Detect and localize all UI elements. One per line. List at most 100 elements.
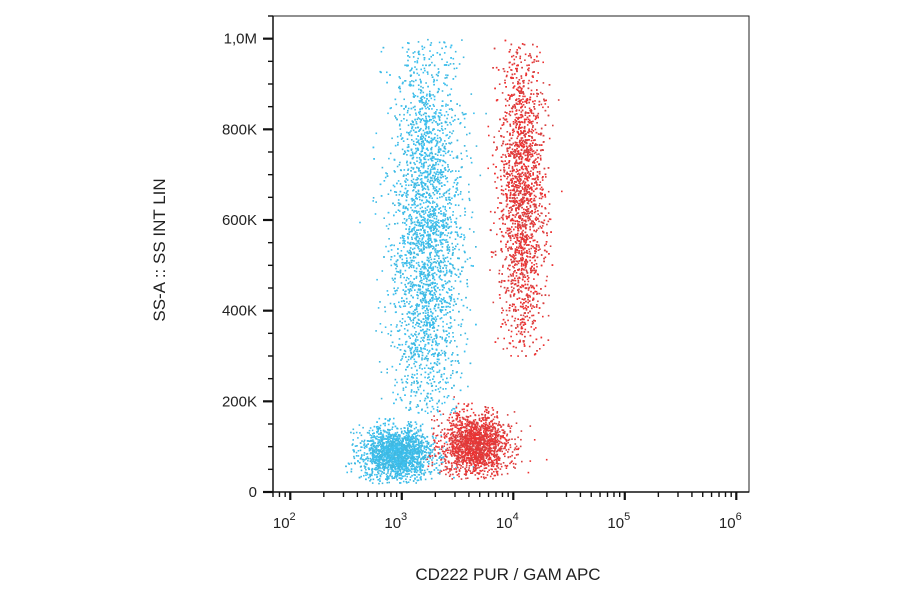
data-point	[438, 71, 440, 73]
data-point	[421, 144, 423, 147]
data-point	[436, 168, 439, 171]
data-point	[417, 469, 419, 472]
data-point	[431, 224, 434, 226]
data-point	[403, 463, 406, 465]
data-point	[445, 291, 448, 293]
data-point	[371, 472, 374, 474]
data-point	[426, 209, 428, 211]
data-point	[424, 315, 427, 317]
data-point	[371, 436, 374, 439]
data-point	[440, 270, 442, 273]
data-point	[422, 86, 424, 89]
data-point	[420, 452, 423, 455]
data-point	[387, 447, 389, 450]
data-point	[386, 462, 389, 464]
data-point	[426, 171, 429, 174]
data-point	[412, 234, 415, 236]
data-point	[427, 287, 429, 290]
data-point	[459, 176, 461, 178]
data-point	[403, 241, 405, 244]
data-point	[438, 159, 441, 161]
data-point	[350, 431, 352, 434]
data-point	[425, 301, 428, 304]
data-point	[418, 354, 420, 356]
data-point	[426, 234, 429, 237]
data-point	[398, 86, 400, 89]
data-point	[445, 143, 447, 145]
data-point	[441, 125, 443, 128]
data-point	[458, 293, 460, 295]
data-point	[427, 238, 429, 241]
data-point	[418, 364, 421, 367]
data-point	[403, 211, 406, 213]
data-point	[424, 175, 426, 178]
data-point	[453, 119, 456, 121]
data-point	[422, 91, 425, 94]
data-point	[413, 362, 415, 365]
data-point	[429, 140, 432, 142]
data-point	[410, 462, 413, 464]
data-point	[368, 432, 370, 434]
data-point	[429, 216, 431, 218]
data-point	[439, 207, 442, 209]
data-point	[420, 181, 422, 184]
data-point	[434, 261, 436, 263]
data-point	[423, 245, 425, 248]
data-point	[411, 462, 414, 465]
data-point	[425, 107, 427, 110]
data-point	[379, 427, 381, 430]
data-point	[444, 359, 447, 361]
data-point	[401, 318, 404, 320]
data-point	[421, 469, 424, 471]
data-point	[418, 270, 421, 273]
data-point	[375, 330, 377, 332]
data-point	[412, 437, 415, 439]
data-point	[423, 164, 425, 167]
data-point	[416, 198, 418, 200]
data-point	[430, 362, 432, 365]
data-point	[409, 288, 412, 290]
data-point	[444, 353, 446, 355]
data-point	[449, 297, 452, 300]
data-point	[411, 175, 413, 178]
data-point	[419, 299, 422, 302]
data-point	[411, 238, 413, 240]
data-point	[380, 448, 382, 451]
data-point	[455, 156, 458, 159]
data-point	[438, 226, 441, 228]
data-point	[409, 444, 412, 447]
data-point	[359, 461, 361, 464]
data-point	[439, 241, 442, 243]
data-point	[409, 347, 411, 350]
data-point	[436, 287, 439, 289]
data-point	[409, 114, 411, 116]
data-point	[413, 327, 416, 329]
data-point	[393, 402, 395, 405]
data-point	[428, 181, 431, 184]
data-point	[388, 464, 390, 467]
data-point	[436, 180, 439, 182]
data-point	[444, 208, 446, 210]
data-point	[435, 337, 438, 340]
data-point	[424, 137, 426, 140]
data-point	[403, 118, 405, 120]
data-point	[438, 171, 440, 174]
data-point	[441, 164, 444, 167]
data-point	[428, 194, 430, 196]
data-point	[420, 153, 422, 156]
data-point	[410, 107, 413, 110]
data-point	[353, 457, 356, 460]
data-point	[449, 311, 451, 313]
data-point	[408, 252, 411, 254]
data-point	[391, 466, 394, 469]
data-point	[402, 475, 405, 478]
data-point	[457, 118, 460, 120]
data-point	[423, 262, 426, 264]
data-point	[431, 312, 434, 315]
data-point	[429, 449, 432, 451]
data-point	[390, 107, 392, 109]
data-point	[448, 280, 450, 282]
data-point	[442, 320, 444, 323]
data-point	[378, 469, 380, 472]
data-point	[388, 462, 390, 464]
